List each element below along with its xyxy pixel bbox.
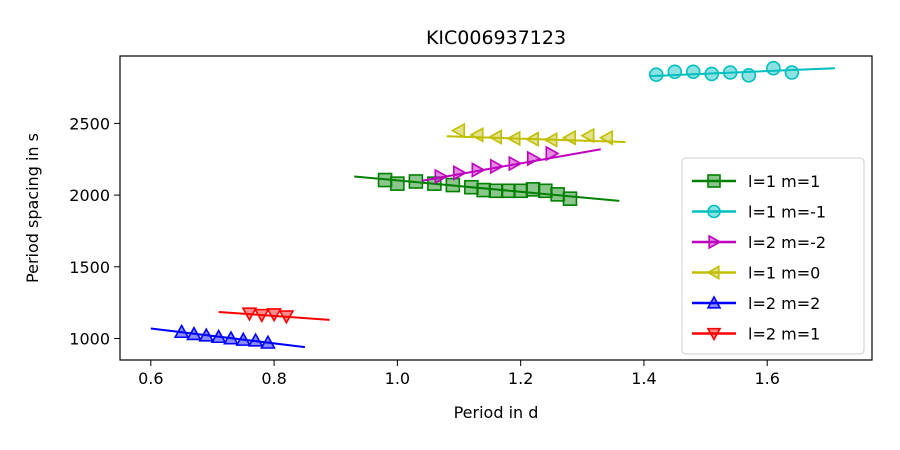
data-point: [722, 65, 738, 80]
y-tick-label: 1000: [69, 329, 110, 348]
data-point: [445, 177, 461, 193]
legend: l=1 m=1 l=1 m=-1 l=2 m=-2 l=1 m=0 l=2 m=2 l=2…: [681, 157, 865, 355]
legend-marker: [708, 234, 722, 250]
data-point: [408, 174, 424, 189]
x-tick-label: 0.8: [261, 369, 286, 388]
data-point: [450, 122, 466, 139]
data-point: [501, 183, 516, 199]
data-point: [704, 66, 720, 82]
legend-label: l=2 m=-2: [748, 233, 826, 252]
data-point: [488, 183, 504, 199]
legend-item: l=2 m=1: [692, 325, 820, 344]
data-point: [489, 158, 505, 175]
x-tick-label: 0.6: [138, 369, 163, 388]
data-point: [247, 332, 264, 347]
data-point: [545, 145, 560, 162]
x-tick-label: 1.6: [754, 369, 779, 388]
y-tick-label: 2000: [69, 186, 110, 205]
data-point: [198, 327, 215, 342]
data-point: [580, 127, 595, 144]
legend-label: l=2 m=2: [748, 294, 820, 313]
x-tick-label: 1.4: [631, 369, 656, 388]
data-point: [741, 68, 757, 83]
series-5: [218, 307, 330, 325]
data-point: [526, 150, 542, 167]
data-point: [513, 183, 528, 199]
data-point: [390, 176, 405, 191]
data-point: [538, 183, 553, 199]
data-point: [173, 323, 190, 339]
data-point: [235, 331, 252, 346]
series-fit-line: [218, 310, 330, 321]
legend-item: l=2 m=2: [692, 294, 820, 313]
data-point: [506, 130, 521, 147]
legend-label: l=1 m=-1: [748, 203, 826, 222]
legend-marker: [706, 327, 722, 342]
data-point: [253, 308, 270, 323]
y-tick-label: 1500: [69, 258, 110, 277]
data-point: [667, 64, 683, 80]
data-point: [550, 187, 565, 202]
y-tick-label: 2500: [69, 114, 110, 133]
series-fit-line: [354, 175, 620, 202]
data-point: [377, 172, 393, 188]
legend-label: l=1 m=1: [748, 172, 820, 191]
data-point: [278, 310, 295, 325]
y-axis-label: Period spacing in s: [23, 133, 42, 283]
data-point: [561, 129, 576, 146]
x-axis-label: Period in d: [454, 403, 539, 422]
data-point: [434, 168, 449, 185]
legend-item: l=2 m=-2: [692, 233, 826, 252]
data-point: [476, 182, 491, 198]
data-point: [453, 165, 468, 181]
data-point: [241, 307, 258, 322]
data-point: [685, 64, 701, 80]
data-point: [543, 132, 558, 148]
data-point: [508, 155, 523, 172]
legend-item: l=1 m=1: [692, 172, 820, 191]
plot-area: [150, 60, 836, 349]
x-tick-label: 1.2: [508, 369, 533, 388]
series-2: [421, 145, 601, 185]
series-4: [150, 323, 306, 349]
x-tick-label: 1.0: [385, 369, 410, 388]
data-point: [210, 328, 227, 344]
legend-marker: [707, 174, 721, 188]
series-1: [648, 60, 836, 83]
chart-title: KIC006937123: [426, 27, 566, 49]
data-point: [562, 191, 578, 206]
x-axis: 0.6 0.8 1.0 1.2 1.4 1.6: [138, 360, 780, 388]
legend-item: l=1 m=0: [692, 264, 820, 283]
plot-frame: [119, 55, 873, 361]
legend-label: l=1 m=0: [748, 264, 820, 283]
data-point: [471, 162, 486, 178]
data-point: [766, 60, 781, 76]
y-axis: 1000 1500 2000 2500: [69, 114, 120, 348]
data-point: [784, 65, 800, 80]
data-point: [223, 330, 239, 345]
data-point: [186, 326, 202, 341]
data-point: [524, 131, 539, 148]
data-point: [260, 334, 276, 349]
legend-box: [681, 157, 865, 355]
data-point: [487, 129, 503, 145]
series-0: [354, 172, 620, 206]
legend-label: l=2 m=1: [748, 325, 820, 344]
data-point: [464, 179, 479, 195]
data-point: [598, 129, 613, 146]
series-3: [446, 122, 626, 148]
legend-item: l=1 m=-1: [692, 203, 826, 222]
data-point: [266, 308, 282, 323]
legend-marker: [706, 265, 720, 280]
data-point: [469, 127, 484, 143]
data-point: [648, 67, 664, 82]
data-point: [525, 182, 541, 197]
legend-marker: [706, 295, 722, 309]
legend-marker: [707, 204, 721, 219]
series-fit-line: [421, 148, 601, 182]
data-point: [427, 176, 442, 191]
